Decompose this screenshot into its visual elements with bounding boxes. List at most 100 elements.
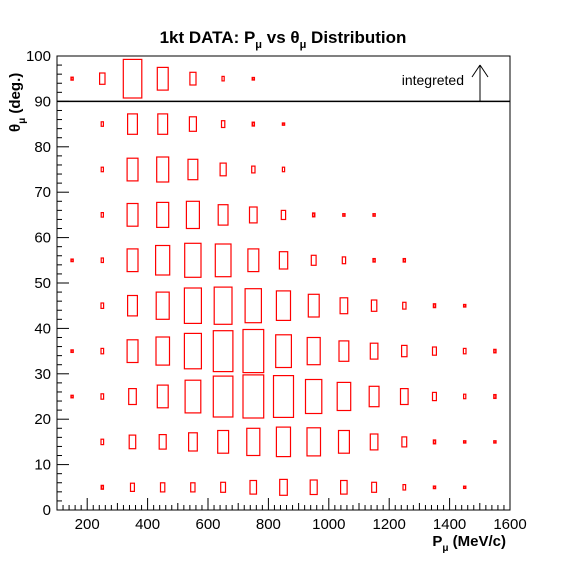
data-box bbox=[122, 58, 143, 99]
data-box bbox=[281, 166, 286, 173]
data-box bbox=[156, 156, 170, 183]
data-box bbox=[462, 440, 467, 444]
data-box bbox=[493, 348, 497, 354]
data-box bbox=[281, 122, 286, 126]
data-box bbox=[183, 332, 202, 370]
data-box bbox=[246, 427, 261, 457]
x-tick-label: 1200 bbox=[373, 516, 406, 533]
x-tick-label: 600 bbox=[195, 516, 220, 533]
data-box bbox=[275, 290, 292, 321]
data-box bbox=[188, 116, 197, 132]
data-box bbox=[278, 251, 289, 270]
chart-title: 1kt DATA: Pμ vs θμ Distribution bbox=[160, 28, 407, 51]
data-box bbox=[190, 482, 196, 493]
data-box bbox=[126, 294, 138, 317]
data-box bbox=[402, 484, 407, 491]
data-box bbox=[155, 291, 170, 320]
data-box bbox=[184, 242, 202, 278]
data-boxes bbox=[70, 58, 497, 496]
data-box bbox=[221, 75, 225, 82]
y-tick-label: 50 bbox=[34, 275, 51, 292]
data-box bbox=[155, 336, 171, 366]
data-box bbox=[311, 212, 316, 218]
data-box bbox=[70, 258, 74, 263]
integrated-label: integreted bbox=[402, 72, 464, 88]
data-box bbox=[217, 429, 230, 454]
data-box bbox=[431, 391, 438, 402]
data-box bbox=[432, 485, 437, 490]
data-box bbox=[100, 121, 104, 127]
data-box bbox=[310, 254, 317, 266]
data-box bbox=[401, 436, 408, 448]
data-box bbox=[336, 381, 352, 412]
data-box bbox=[188, 432, 198, 452]
data-box bbox=[214, 243, 232, 278]
data-box bbox=[275, 426, 292, 458]
data-box bbox=[368, 385, 380, 408]
data-box bbox=[100, 302, 105, 310]
data-box bbox=[212, 330, 234, 373]
data-box bbox=[183, 287, 202, 325]
data-box bbox=[220, 120, 226, 129]
data-box bbox=[307, 293, 320, 318]
data-box bbox=[309, 479, 318, 496]
y-tick-label: 100 bbox=[26, 48, 51, 65]
data-box bbox=[156, 384, 169, 409]
data-box bbox=[462, 303, 467, 308]
x-tick-label: 1400 bbox=[433, 516, 466, 533]
data-box bbox=[402, 301, 407, 310]
data-box bbox=[100, 257, 104, 264]
data-box bbox=[220, 481, 227, 493]
x-tick-label: 1000 bbox=[312, 516, 345, 533]
data-box bbox=[189, 71, 197, 86]
data-box bbox=[462, 485, 467, 490]
data-box bbox=[280, 209, 287, 221]
data-box bbox=[184, 379, 202, 414]
y-tick-label: 10 bbox=[34, 457, 51, 474]
data-box bbox=[342, 213, 346, 217]
data-box bbox=[249, 479, 258, 495]
data-box bbox=[339, 297, 349, 315]
data-box bbox=[338, 340, 350, 362]
data-box bbox=[402, 257, 407, 263]
data-box bbox=[70, 349, 74, 354]
data-box bbox=[306, 427, 322, 457]
data-box bbox=[70, 76, 74, 81]
data-box bbox=[372, 257, 376, 263]
y-tick-label: 90 bbox=[34, 93, 51, 110]
data-box bbox=[185, 200, 200, 230]
data-box bbox=[337, 429, 350, 454]
data-box bbox=[248, 206, 258, 224]
data-box bbox=[493, 393, 497, 400]
data-box bbox=[155, 244, 171, 276]
y-tick-label: 30 bbox=[34, 366, 51, 383]
data-box bbox=[100, 212, 104, 218]
data-box bbox=[340, 479, 348, 495]
data-box bbox=[251, 165, 256, 174]
data-box bbox=[432, 439, 437, 445]
data-box bbox=[371, 481, 378, 493]
data-box bbox=[244, 288, 263, 324]
y-tick-label: 0 bbox=[43, 502, 51, 519]
x-axis-label: Pμ (MeV/c) bbox=[432, 533, 506, 554]
data-box bbox=[129, 482, 136, 493]
data-box bbox=[401, 344, 408, 358]
y-axis-label: θμ (deg.) bbox=[7, 73, 28, 132]
data-box bbox=[432, 303, 437, 309]
data-box bbox=[463, 393, 467, 400]
data-box bbox=[157, 113, 169, 135]
data-box bbox=[341, 256, 347, 265]
data-box bbox=[100, 347, 105, 355]
y-tick-label: 80 bbox=[34, 139, 51, 156]
data-box bbox=[100, 393, 105, 400]
data-box bbox=[156, 66, 169, 91]
data-box bbox=[128, 388, 137, 406]
x-tick-label: 1600 bbox=[493, 516, 526, 533]
data-box bbox=[212, 375, 234, 418]
data-box bbox=[98, 72, 106, 85]
data-box bbox=[100, 484, 105, 490]
integrated-arrow-icon bbox=[471, 64, 489, 102]
data-box bbox=[242, 328, 265, 374]
